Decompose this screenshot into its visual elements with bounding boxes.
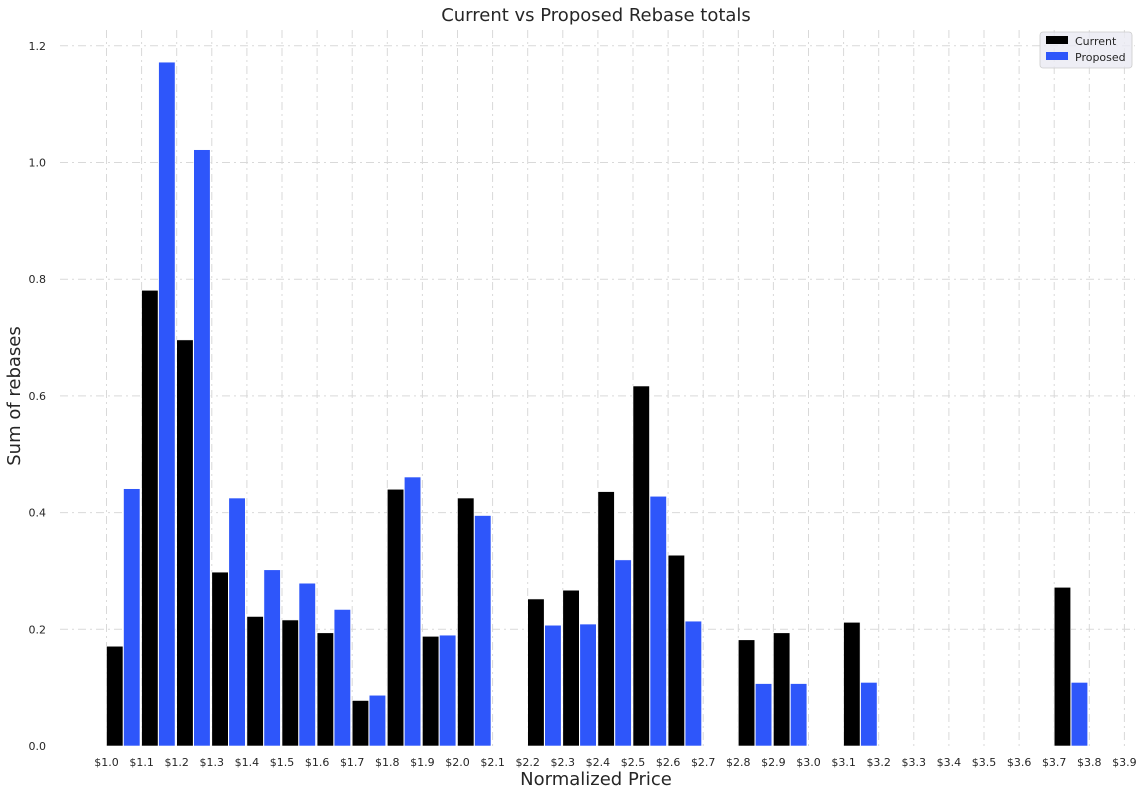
bar-proposed bbox=[123, 488, 141, 747]
bar-proposed bbox=[614, 559, 632, 747]
bar-current bbox=[386, 488, 405, 747]
legend-swatch-proposed bbox=[1046, 52, 1068, 60]
bar-proposed bbox=[544, 624, 562, 747]
x-tick-label: $3.8 bbox=[1077, 756, 1102, 769]
x-tick-label: $3.7 bbox=[1042, 756, 1067, 769]
bar-proposed bbox=[790, 683, 808, 747]
bar-current bbox=[246, 616, 264, 747]
y-tick-label: 1.0 bbox=[29, 157, 47, 170]
y-tick-label: 0.6 bbox=[29, 390, 47, 403]
bar-proposed bbox=[193, 149, 211, 747]
x-tick-label: $3.4 bbox=[937, 756, 962, 769]
x-tick-label: $1.3 bbox=[200, 756, 225, 769]
x-tick-label: $3.9 bbox=[1112, 756, 1137, 769]
bar-proposed bbox=[860, 682, 878, 747]
x-tick-label: $2.4 bbox=[586, 756, 611, 769]
x-axis-label: Normalized Price bbox=[520, 769, 672, 790]
bar-current bbox=[211, 571, 229, 747]
x-tick-label: $3.2 bbox=[866, 756, 891, 769]
y-tick-label: 0.2 bbox=[29, 623, 47, 636]
bar-proposed bbox=[474, 515, 492, 747]
bar-proposed bbox=[1070, 682, 1088, 747]
bar-proposed bbox=[228, 497, 246, 747]
x-tick-label: $1.8 bbox=[375, 756, 400, 769]
bar-current bbox=[527, 598, 545, 747]
chart-title: Current vs Proposed Rebase totals bbox=[441, 5, 751, 26]
y-tick-label: 0.0 bbox=[29, 740, 47, 753]
bar-proposed bbox=[403, 476, 422, 747]
bar-current bbox=[562, 589, 580, 747]
bar-proposed bbox=[754, 683, 773, 747]
bar-current bbox=[843, 621, 861, 747]
x-tick-label: $1.7 bbox=[340, 756, 365, 769]
x-tick-label: $1.4 bbox=[235, 756, 260, 769]
legend-label-proposed: Proposed bbox=[1075, 51, 1126, 64]
x-tick-label: $1.1 bbox=[129, 756, 154, 769]
y-axis-label: Sum of rebases bbox=[4, 326, 25, 466]
x-tick-label: $2.5 bbox=[621, 756, 646, 769]
x-tick-label: $2.7 bbox=[691, 756, 716, 769]
x-tick-label: $2.0 bbox=[445, 756, 470, 769]
bars bbox=[106, 61, 1088, 747]
x-tick-label: $2.8 bbox=[726, 756, 751, 769]
bar-current bbox=[597, 491, 615, 747]
bar-current bbox=[667, 554, 685, 747]
bar-proposed bbox=[158, 61, 176, 747]
bar-current bbox=[773, 632, 791, 747]
legend: Current Proposed bbox=[1039, 31, 1133, 69]
ticks: 0.0 0.2 0.4 0.6 0.8 1.0 1.2 $1.0 $1.1 $1.2 $1.3 $1.… bbox=[29, 40, 1137, 769]
bar-proposed bbox=[333, 609, 351, 747]
bar-current bbox=[106, 645, 124, 747]
bar-current bbox=[737, 639, 756, 747]
bar-proposed bbox=[263, 569, 281, 747]
y-tick-label: 0.8 bbox=[29, 273, 47, 286]
bar-current bbox=[351, 700, 370, 747]
bar-current bbox=[1053, 586, 1071, 747]
legend-swatch-current bbox=[1046, 36, 1068, 44]
x-tick-label: $2.6 bbox=[656, 756, 681, 769]
x-tick-label: $3.1 bbox=[831, 756, 856, 769]
bar-proposed bbox=[439, 634, 457, 747]
bar-current bbox=[176, 339, 194, 747]
bar-current bbox=[457, 497, 475, 747]
x-tick-label: $1.6 bbox=[305, 756, 330, 769]
bar-current bbox=[422, 636, 440, 747]
bar-proposed bbox=[368, 694, 387, 747]
x-tick-label: $3.5 bbox=[972, 756, 997, 769]
bar-proposed bbox=[298, 582, 316, 747]
x-tick-label: $3.3 bbox=[902, 756, 927, 769]
x-tick-label: $1.9 bbox=[410, 756, 435, 769]
x-tick-label: $2.2 bbox=[515, 756, 540, 769]
bar-current bbox=[141, 289, 159, 747]
x-tick-label: $2.3 bbox=[551, 756, 576, 769]
bar-current bbox=[316, 632, 334, 747]
y-tick-label: 0.4 bbox=[29, 507, 47, 520]
bar-proposed bbox=[579, 623, 597, 747]
x-tick-label: $3.0 bbox=[796, 756, 821, 769]
x-tick-label: $1.5 bbox=[270, 756, 295, 769]
x-tick-label: $1.0 bbox=[94, 756, 119, 769]
y-tick-label: 1.2 bbox=[29, 40, 47, 53]
x-tick-label: $3.6 bbox=[1007, 756, 1032, 769]
bar-proposed bbox=[649, 495, 667, 747]
legend-label-current: Current bbox=[1075, 35, 1117, 48]
x-tick-label: $2.1 bbox=[480, 756, 505, 769]
bar-current bbox=[632, 385, 650, 747]
x-tick-label: $2.9 bbox=[761, 756, 786, 769]
x-tick-label: $1.2 bbox=[164, 756, 189, 769]
bar-current bbox=[281, 619, 299, 747]
bar-proposed bbox=[684, 620, 702, 747]
